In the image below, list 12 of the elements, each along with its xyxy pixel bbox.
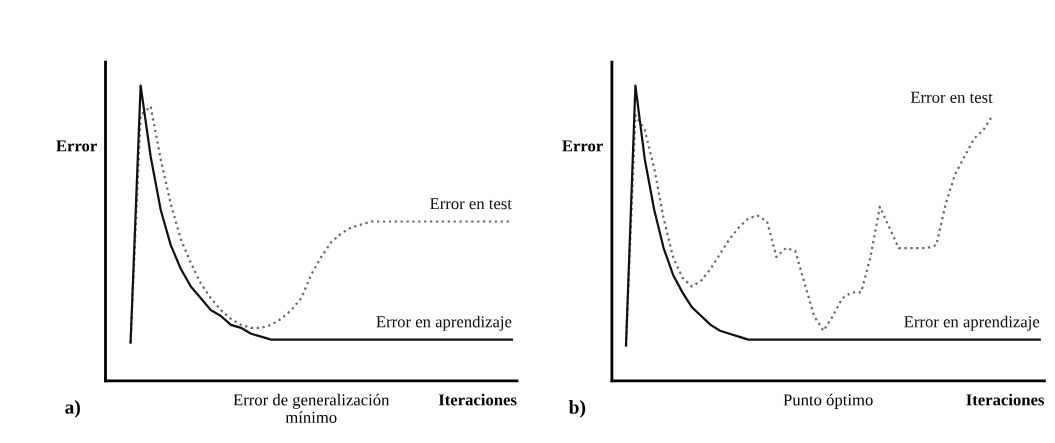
text: a) (65, 400, 80, 418)
text: Punto óptimo (783, 393, 873, 409)
y-axis-title: Error (562, 140, 603, 152)
series-label: Error en aprendizaje (376, 315, 512, 331)
series-label: Error en test (430, 198, 512, 210)
series-label: Error en aprendizaje (904, 315, 1040, 331)
text: Error de generalización mínimo (233, 393, 390, 423)
series-label: Error en test (910, 91, 993, 103)
x-axis-title: Iteraciones (966, 393, 1045, 406)
text: b) (568, 400, 586, 418)
x-axis-title: Iteraciones (438, 393, 517, 406)
y-axis-title: Error (56, 140, 97, 152)
